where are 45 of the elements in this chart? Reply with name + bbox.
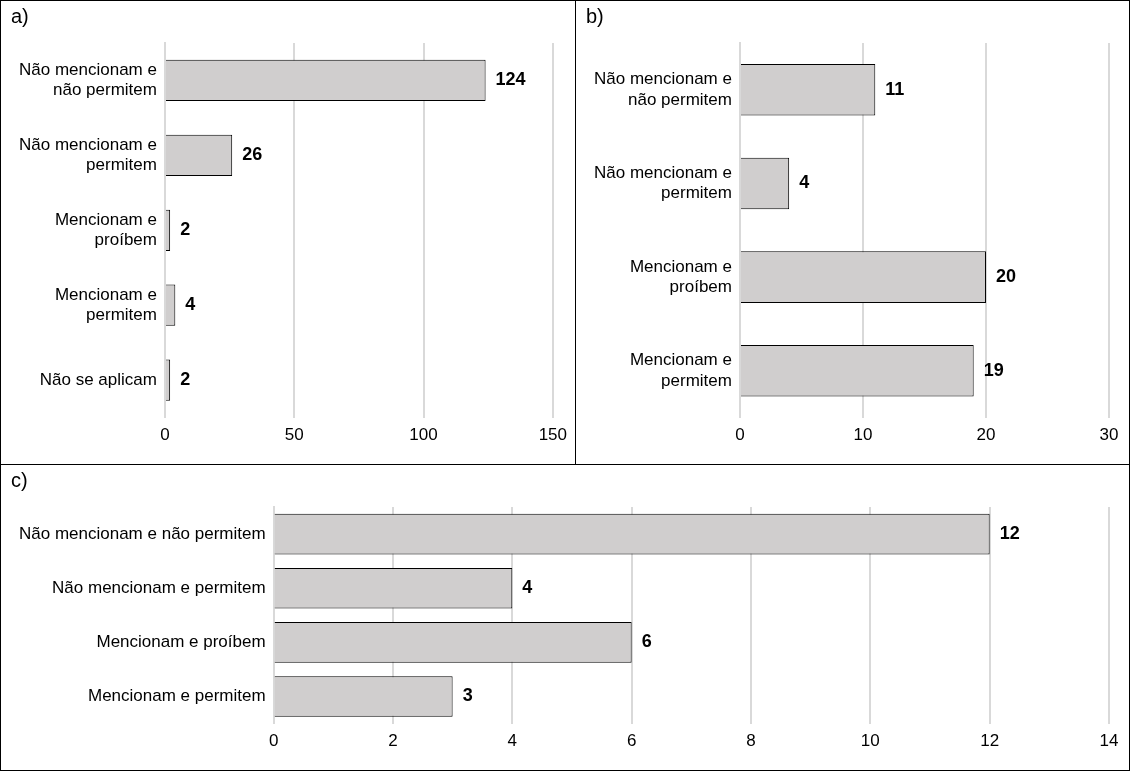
data-label: 4 [522, 577, 533, 598]
x-tick-label: 0 [160, 425, 170, 445]
data-label: 26 [242, 144, 263, 165]
data-label: 124 [495, 69, 526, 90]
x-tick-label: 14 [1099, 731, 1119, 751]
data-label: 4 [799, 172, 810, 193]
chart-title: a) [11, 4, 29, 27]
y-tick-label: Mencionam e proíbem [96, 632, 266, 652]
y-tick-label: Mencionam e permitem [629, 350, 732, 390]
y-tick-label: Não mencionam e não permitem [593, 69, 732, 109]
y-tick-label: Mencionam e proíbem [54, 209, 157, 250]
x-tick-label: 0 [268, 731, 279, 751]
data-label: 2 [180, 369, 191, 390]
x-tick-label: 20 [976, 425, 996, 445]
x-tick-label: 50 [284, 425, 304, 445]
data-label: 19 [983, 359, 1004, 380]
y-tick-label: Não mencionam e permitem [593, 162, 732, 203]
y-tick-label: Mencionam e proíbem [629, 256, 732, 297]
text: c) [11, 468, 28, 491]
x-tick-label: 0 [735, 425, 745, 445]
x-tick-label: 30 [1099, 425, 1119, 445]
x-tick-label: 6 [626, 731, 637, 751]
data-label: 12 [999, 523, 1020, 544]
data-label: 11 [885, 78, 905, 99]
data-label: 20 [995, 266, 1017, 287]
x-tick-label: 8 [746, 731, 756, 751]
x-tick-label: 10 [853, 425, 873, 445]
y-tick-label: Não mencionam e não permitem [18, 523, 266, 543]
y-tick-label: Não mencionam e não permitem [18, 59, 157, 100]
y-tick-label: Mencionam e permitem [87, 686, 266, 706]
x-tick-label: 2 [388, 731, 398, 751]
x-tick-label: 150 [538, 425, 568, 445]
chart-title: b) [586, 4, 604, 27]
y-tick-label: Não se aplicam [39, 369, 157, 389]
data-label: 4 [185, 294, 196, 315]
x-tick-label: 10 [860, 731, 880, 751]
y-tick-label: Não mencionam e permitem [18, 134, 157, 175]
x-tick-label: 100 [409, 425, 438, 445]
y-tick-label: Não mencionam e permitem [52, 577, 266, 597]
x-tick-label: 12 [980, 731, 1000, 751]
data-label: 3 [462, 685, 473, 706]
data-label: 2 [180, 219, 191, 240]
x-tick-label: 4 [507, 731, 518, 751]
data-label: 6 [641, 631, 652, 652]
y-tick-label: Mencionam e permitem [54, 284, 157, 325]
